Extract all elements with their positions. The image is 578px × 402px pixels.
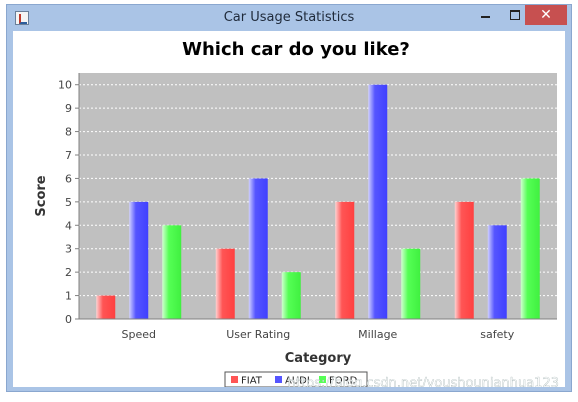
x-tick-label: Millage bbox=[358, 328, 397, 341]
x-axis-label: Category bbox=[285, 351, 352, 366]
maximize-button[interactable] bbox=[501, 5, 529, 25]
bar-fiat-4 bbox=[454, 201, 474, 319]
bar-ford-4 bbox=[520, 178, 540, 319]
legend-swatch-fiat bbox=[231, 376, 238, 383]
close-button[interactable]: ✕ bbox=[525, 5, 567, 25]
y-tick-label: 8 bbox=[65, 126, 72, 139]
x-tick-label: safety bbox=[480, 328, 514, 341]
legend-label-fiat: FIAT bbox=[241, 376, 263, 387]
y-tick-label: 2 bbox=[65, 266, 72, 279]
legend-swatch-audi bbox=[275, 376, 282, 383]
y-tick-label: 10 bbox=[58, 79, 72, 92]
java-app-icon[interactable] bbox=[15, 11, 29, 25]
bar-ford-3 bbox=[401, 248, 421, 319]
bar-fiat-2 bbox=[215, 248, 235, 319]
x-tick-label: Speed bbox=[122, 328, 156, 341]
y-tick-label: 3 bbox=[65, 243, 72, 256]
bar-ford-1 bbox=[162, 225, 182, 319]
app-window: Car Usage Statistics ✕ bbox=[6, 4, 572, 392]
legend-swatch-ford bbox=[319, 376, 326, 383]
bars bbox=[96, 84, 540, 319]
x-tick-label: User Rating bbox=[226, 328, 290, 341]
bar-fiat-3 bbox=[335, 201, 355, 319]
y-tick-label: 9 bbox=[65, 102, 72, 115]
legend-label-audi: AUDI bbox=[285, 376, 310, 387]
bar-audi-1 bbox=[129, 201, 149, 319]
window-title: Car Usage Statistics bbox=[223, 10, 355, 25]
y-axis-label: Score bbox=[34, 175, 49, 216]
chart-panel: Which car do you like? 0 1 2 3 4 5 6 7 8 9 10 Spee… bbox=[13, 31, 565, 391]
bar-audi-4 bbox=[487, 225, 507, 319]
legend-label-ford: FORD bbox=[329, 376, 358, 387]
y-tick-label: 7 bbox=[65, 149, 72, 162]
plot-area bbox=[79, 73, 557, 319]
chart-title: Which car do you like? bbox=[182, 39, 410, 60]
y-axis: 0 1 2 3 4 5 6 7 8 9 10 bbox=[58, 73, 80, 326]
title-bar[interactable]: Car Usage Statistics ✕ bbox=[7, 5, 571, 31]
y-tick-label: 1 bbox=[65, 290, 72, 303]
bar-ford-2 bbox=[281, 272, 301, 319]
y-tick-label: 6 bbox=[65, 172, 72, 185]
y-tick-label: 5 bbox=[65, 196, 72, 209]
bar-fiat-1 bbox=[96, 295, 116, 319]
watermark-text: https://blog.csdn.net/youshounianhua123 bbox=[288, 376, 559, 387]
bar-audi-2 bbox=[248, 178, 268, 319]
legend: FIAT AUDI FORD bbox=[224, 371, 368, 388]
x-axis: Speed User Rating Millage safety bbox=[79, 318, 557, 341]
bar-audi-3 bbox=[368, 84, 388, 319]
y-tick-label: 0 bbox=[65, 313, 72, 326]
bar-chart: Which car do you like? 0 1 2 3 4 5 6 7 8 9 10 Spee… bbox=[34, 39, 559, 391]
minimize-button[interactable] bbox=[471, 5, 499, 25]
y-tick-label: 4 bbox=[65, 219, 72, 232]
